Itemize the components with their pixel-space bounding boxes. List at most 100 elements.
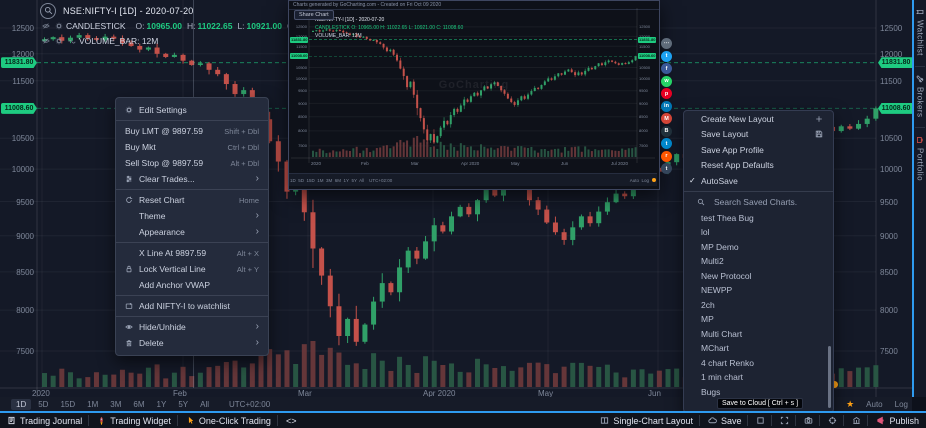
trading-journal-button[interactable]: Trading Journal <box>1 415 90 426</box>
context-menu-item[interactable]: Sell Stop @ 9897.59 Alt + Dbl <box>116 155 268 171</box>
mini-price-tick: 12000 <box>291 34 307 39</box>
menu-item-label: Theme <box>139 211 166 221</box>
saved-chart-item[interactable]: Multi Chart <box>701 328 743 339</box>
context-menu-item[interactable]: Theme › <box>116 208 268 224</box>
eye-off-icon[interactable] <box>40 36 51 46</box>
context-menu-item[interactable]: Buy Mkt Ctrl + Dbl <box>116 139 268 155</box>
price-tick: 9500 <box>880 197 898 207</box>
layout-menu-item[interactable]: ✓ AutoSave <box>684 173 833 189</box>
saved-chart-item[interactable]: New Protocol <box>701 270 752 281</box>
scale-toggle-auto[interactable]: Auto <box>866 399 883 409</box>
range-1m[interactable]: 1M <box>87 399 99 409</box>
layout-menu-item[interactable]: Reset App Defaults <box>684 158 833 174</box>
saved-chart-item[interactable]: Bugs <box>701 386 721 397</box>
share-chart-button[interactable]: Share Chart <box>294 10 334 20</box>
facebook-share-button[interactable]: f <box>661 63 672 74</box>
save-icon <box>815 130 823 138</box>
side-tab-watchlist[interactable]: Watchlist <box>914 0 926 66</box>
single-chart-layout-button[interactable]: Single-Chart Layout <box>594 415 700 426</box>
sliders-icon <box>125 175 139 183</box>
crosshair-button[interactable] <box>822 415 845 426</box>
range-all[interactable]: All <box>200 399 210 409</box>
camera-button[interactable] <box>798 415 821 426</box>
notification-dot <box>831 381 838 388</box>
reddit-share-button[interactable]: r <box>661 150 672 162</box>
price-tick: 8000 <box>16 306 34 316</box>
saved-chart-item[interactable]: lol <box>701 227 710 237</box>
gmail-share-button[interactable]: M <box>661 113 672 124</box>
time-tick: Apr 2020 <box>423 389 456 398</box>
saved-chart-item[interactable]: test Thea Bug <box>701 212 754 223</box>
saved-chart-item[interactable]: MP <box>701 314 714 324</box>
range-1d[interactable]: 1D <box>11 398 32 410</box>
pinterest-share-button[interactable]: p <box>661 88 672 99</box>
trading-widget-button[interactable]: Trading Widget <box>91 415 178 426</box>
layout-menu-item[interactable]: Save Layout <box>684 127 833 143</box>
context-menu-item[interactable]: Lock Vertical Line Alt + Y <box>116 261 268 277</box>
eye-off-icon[interactable] <box>40 21 51 31</box>
context-menu-item[interactable]: Add Anchor VWAP <box>116 277 268 293</box>
publish-button[interactable]: Publish <box>870 415 925 426</box>
tumblr-share-button[interactable]: t <box>661 163 672 174</box>
twitter-share-button[interactable]: t <box>661 50 672 62</box>
context-menu-item[interactable]: Buy LMT @ 9897.59 Shift + Dbl <box>116 123 268 139</box>
tab-divider <box>915 127 925 129</box>
range-1y[interactable]: 1Y <box>156 399 167 409</box>
layout-menu-item[interactable]: Save App Profile <box>684 142 833 158</box>
range-3m[interactable]: 3M <box>110 399 122 409</box>
context-menu-item[interactable]: Delete › <box>116 335 268 351</box>
square-button[interactable] <box>750 415 773 426</box>
layout-menu-item[interactable]: Create New Layout <box>684 111 833 127</box>
square-icon <box>756 416 765 425</box>
linkedin-share-button[interactable]: in <box>661 100 672 112</box>
context-menu-item[interactable]: Reset Chart Home <box>116 192 268 208</box>
context-menu-item[interactable]: Clear Trades... › <box>116 171 268 187</box>
context-menu-item[interactable]: Hide/Unhide › <box>116 319 268 335</box>
saved-chart-item[interactable]: NEWPP <box>701 285 733 295</box>
saved-chart-item[interactable]: Multi2 <box>701 256 724 266</box>
price-tick: 10500 <box>880 134 903 144</box>
mini-price-tick: 11500 <box>296 43 307 49</box>
expand-button[interactable] <box>774 415 797 426</box>
open-label: O: <box>135 20 145 31</box>
share-more-share-button[interactable]: ⋯ <box>661 38 672 49</box>
timezone-label[interactable]: UTC+02:00 <box>229 399 271 409</box>
context-menu-item[interactable]: Edit Settings <box>116 102 268 118</box>
saved-chart-item[interactable]: 1 min chart <box>701 372 744 382</box>
side-tab-portfolio[interactable]: Portfolio <box>914 128 926 191</box>
range-6m[interactable]: 6M <box>133 399 145 409</box>
range-15d[interactable]: 15D <box>60 399 76 409</box>
mini-legend-row: CANDLESTICK O: 10965.00 H: 11022.65 L: 1… <box>315 25 464 31</box>
star-icon[interactable]: ★ <box>846 398 855 409</box>
saved-chart-item[interactable]: 2ch <box>701 299 715 310</box>
range-5y[interactable]: 5Y <box>178 399 189 409</box>
saved-chart-item[interactable]: MP Demo <box>701 241 739 252</box>
scale-toggle-log[interactable]: Log <box>894 399 908 409</box>
context-menu-item[interactable]: Appearance › <box>116 224 268 240</box>
bank-button[interactable] <box>846 415 869 426</box>
trash-icon <box>125 339 139 347</box>
series-name-volume: VOLUME_BAR: 12M <box>79 35 159 46</box>
whatsapp-share-button[interactable]: w <box>661 75 672 87</box>
saved-charts-search[interactable]: Search Saved Charts. <box>684 194 833 211</box>
magnifier-icon[interactable] <box>40 2 56 19</box>
gear-icon[interactable] <box>53 36 64 46</box>
scrollbar-thumb[interactable] <box>828 346 831 408</box>
price-tick: 8000 <box>880 306 898 316</box>
code-button[interactable]: <> <box>280 415 303 426</box>
one-click-trading-button[interactable]: One-Click Trading <box>180 415 278 426</box>
context-menu-item[interactable]: X Line At 9897.59 Alt + X <box>116 245 268 261</box>
menu-item-label: Edit Settings <box>139 105 187 115</box>
telegram-share-button[interactable]: t <box>661 138 672 149</box>
blogger-share-button[interactable]: B <box>661 125 672 137</box>
saved-chart-item[interactable]: 4 chart Renko <box>701 357 754 368</box>
side-tab-brokers[interactable]: Brokers <box>914 67 926 127</box>
context-menu-item[interactable]: Add NIFTY-I to watchlist <box>116 298 268 314</box>
price-tick: 9500 <box>16 197 34 207</box>
save-button[interactable]: Save <box>702 415 749 426</box>
saved-chart-item[interactable]: MChart <box>701 343 729 353</box>
low-label: L: <box>237 20 245 31</box>
range-5d[interactable]: 5D <box>38 399 49 409</box>
gear-icon[interactable] <box>53 21 64 31</box>
price-marker-chip: 11008.60 <box>878 102 914 114</box>
